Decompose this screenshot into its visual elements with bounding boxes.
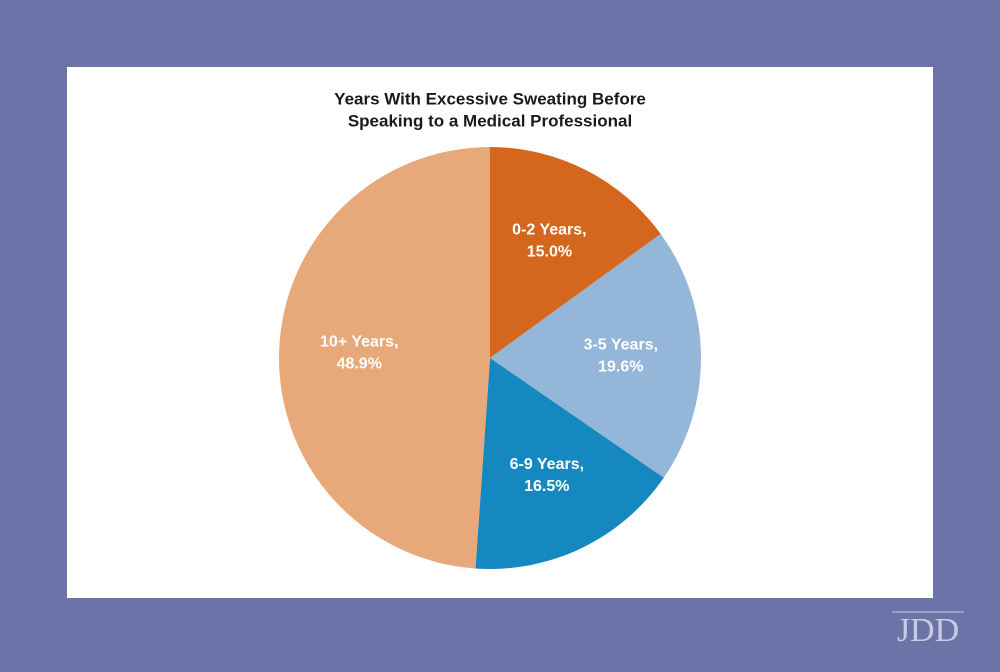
pie-slice <box>490 233 701 478</box>
value-label: 16.5% <box>524 478 569 495</box>
watermark: JDD <box>897 612 959 649</box>
chart-title: Speaking to a Medical Professional <box>348 111 632 130</box>
pie-slice <box>490 147 661 358</box>
slice-label: 10+ Years, <box>320 334 398 351</box>
slice-label: 0-2 Years, <box>512 222 586 239</box>
value-label: 19.6% <box>598 359 643 376</box>
pie-slice <box>475 358 664 569</box>
value-label: 48.9% <box>337 356 382 373</box>
slice-label: 3-5 Years, <box>584 337 658 354</box>
pie-slice <box>279 147 490 569</box>
slice-label: 6-9 Years, <box>510 456 584 473</box>
pie: 0-2 Years, 15.0% 3-5 Years, 19.6% 6-9 Years,… <box>279 147 701 569</box>
value-label: 15.0% <box>527 244 572 261</box>
chart-title: Years With Excessive Sweating Before <box>334 89 646 108</box>
